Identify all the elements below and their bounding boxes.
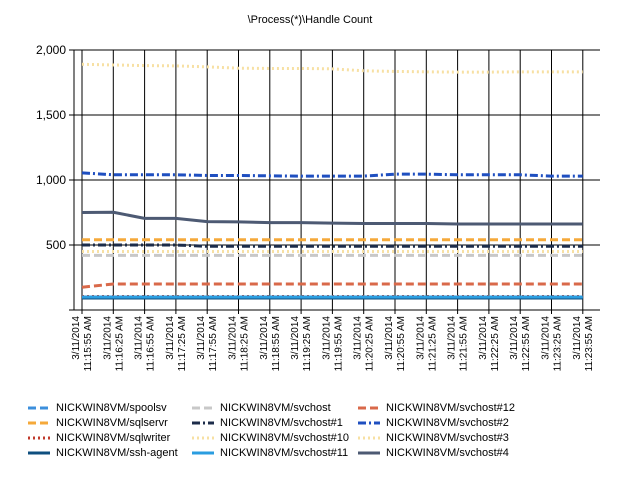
x-tick-date: 3/11/2014 xyxy=(259,316,270,360)
y-tick-label: 1,500 xyxy=(36,108,66,122)
x-tick-date: 3/11/2014 xyxy=(71,316,82,360)
x-tick-date: 3/11/2014 xyxy=(165,316,176,360)
legend-label: NICKWIN8VM/ssh-agent xyxy=(56,447,178,459)
x-tick-date: 3/11/2014 xyxy=(384,316,395,360)
x-tick-time: 11:18:55 AM xyxy=(271,316,282,371)
x-tick-date: 3/11/2014 xyxy=(290,316,301,360)
x-tick-label: 3/11/2014 11:16:25 AM xyxy=(102,316,125,372)
x-tick-label: 3/11/2014 11:17:25 AM xyxy=(165,316,188,372)
legend-label: NICKWIN8VM/svchost xyxy=(220,402,331,414)
x-tick-time: 11:23:55 AM xyxy=(584,316,595,371)
legend-label: NICKWIN8VM/sqlservr xyxy=(56,417,168,429)
legend-label: NICKWIN8VM/svchost#3 xyxy=(386,432,509,444)
x-tick-label: 3/11/2014 11:19:55 AM xyxy=(321,316,344,372)
legend-swatch xyxy=(358,421,380,425)
legend-swatch xyxy=(192,436,214,440)
x-tick-time: 11:19:55 AM xyxy=(333,316,344,371)
y-tick-label: 1,000 xyxy=(36,173,66,187)
legend-swatch xyxy=(358,451,380,455)
x-tick-date: 3/11/2014 xyxy=(447,316,458,360)
x-tick-time: 11:21:55 AM xyxy=(459,316,470,371)
x-tick-time: 11:22:25 AM xyxy=(490,316,501,371)
x-axis-ticks: 3/11/2014 11:15:55 AM 3/11/2014 11:16:25 AM… xyxy=(71,310,595,371)
legend-swatch xyxy=(192,406,214,410)
series-line-11 xyxy=(81,210,583,226)
x-tick-label: 3/11/2014 11:21:55 AM xyxy=(447,316,470,372)
legend-swatch xyxy=(192,421,214,425)
x-tick-time: 11:16:55 AM xyxy=(146,316,157,371)
x-tick-time: 11:16:25 AM xyxy=(114,316,125,371)
legend-label: NICKWIN8VM/svchost#10 xyxy=(220,432,349,444)
x-tick-label: 3/11/2014 11:23:25 AM xyxy=(541,316,564,372)
x-tick-time: 11:23:25 AM xyxy=(553,316,564,371)
x-tick-label: 3/11/2014 11:21:25 AM xyxy=(415,316,438,372)
x-tick-date: 3/11/2014 xyxy=(321,316,332,360)
legend-swatch xyxy=(28,436,50,440)
x-tick-date: 3/11/2014 xyxy=(102,316,113,360)
x-tick-time: 11:20:55 AM xyxy=(396,316,407,371)
legend-swatch xyxy=(28,421,50,425)
x-tick-time: 11:17:25 AM xyxy=(177,316,188,371)
x-tick-label: 3/11/2014 11:16:55 AM xyxy=(134,316,157,372)
x-tick-label: 3/11/2014 11:15:55 AM xyxy=(71,316,94,372)
x-tick-date: 3/11/2014 xyxy=(478,316,489,360)
legend-label: NICKWIN8VM/svchost#4 xyxy=(386,447,509,459)
series-line-5 xyxy=(82,243,583,248)
series-lines xyxy=(81,62,583,300)
x-tick-date: 3/11/2014 xyxy=(353,316,364,360)
legend-label: NICKWIN8VM/spoolsv xyxy=(56,402,167,414)
legend-label: NICKWIN8VM/svchost#12 xyxy=(386,402,515,414)
legend-label: NICKWIN8VM/sqlwriter xyxy=(56,432,171,444)
x-tick-label: 3/11/2014 11:23:55 AM xyxy=(572,316,595,372)
x-tick-time: 11:20:25 AM xyxy=(365,316,376,371)
x-tick-label: 3/11/2014 11:17:55 AM xyxy=(196,316,219,372)
y-tick-label: 500 xyxy=(46,238,66,252)
x-tick-date: 3/11/2014 xyxy=(196,316,207,360)
x-tick-time: 11:17:55 AM xyxy=(208,316,219,371)
x-tick-time: 11:22:55 AM xyxy=(521,316,532,371)
legend-label: NICKWIN8VM/svchost#1 xyxy=(220,417,343,429)
x-tick-time: 11:15:55 AM xyxy=(83,316,94,371)
x-tick-label: 3/11/2014 11:18:25 AM xyxy=(228,316,251,372)
y-tick-label: 2,000 xyxy=(36,43,66,57)
x-tick-label: 3/11/2014 11:22:25 AM xyxy=(478,316,501,372)
x-tick-date: 3/11/2014 xyxy=(541,316,552,360)
x-tick-date: 3/11/2014 xyxy=(228,316,239,360)
legend-label: NICKWIN8VM/svchost#11 xyxy=(220,447,349,459)
legend-swatch xyxy=(28,451,50,455)
x-tick-time: 11:21:25 AM xyxy=(427,316,438,371)
legend-swatch xyxy=(358,406,380,410)
x-tick-label: 3/11/2014 11:20:55 AM xyxy=(384,316,407,372)
x-tick-date: 3/11/2014 xyxy=(134,316,145,360)
legend-swatch xyxy=(358,436,380,440)
series-line-10 xyxy=(81,62,583,74)
legend-swatch xyxy=(28,406,50,410)
x-tick-time: 11:19:25 AM xyxy=(302,316,313,371)
x-tick-date: 3/11/2014 xyxy=(509,316,520,360)
x-tick-date: 3/11/2014 xyxy=(415,316,426,360)
y-axis-ticks: 500 1,000 1,500 2,000 xyxy=(36,43,74,311)
x-tick-label: 3/11/2014 11:22:55 AM xyxy=(509,316,532,372)
legend-label: NICKWIN8VM/svchost#2 xyxy=(386,417,509,429)
x-tick-label: 3/11/2014 11:19:25 AM xyxy=(290,316,313,372)
x-tick-label: 3/11/2014 11:18:55 AM xyxy=(259,316,282,372)
grid-lines xyxy=(74,49,600,310)
x-tick-date: 3/11/2014 xyxy=(572,316,583,360)
x-tick-label: 3/11/2014 11:20:25 AM xyxy=(353,316,376,372)
legend-swatch xyxy=(192,451,214,455)
series-line-9 xyxy=(81,171,583,178)
chart-title: \Process(*)\Handle Count xyxy=(247,14,373,26)
x-tick-time: 11:18:25 AM xyxy=(240,316,251,371)
